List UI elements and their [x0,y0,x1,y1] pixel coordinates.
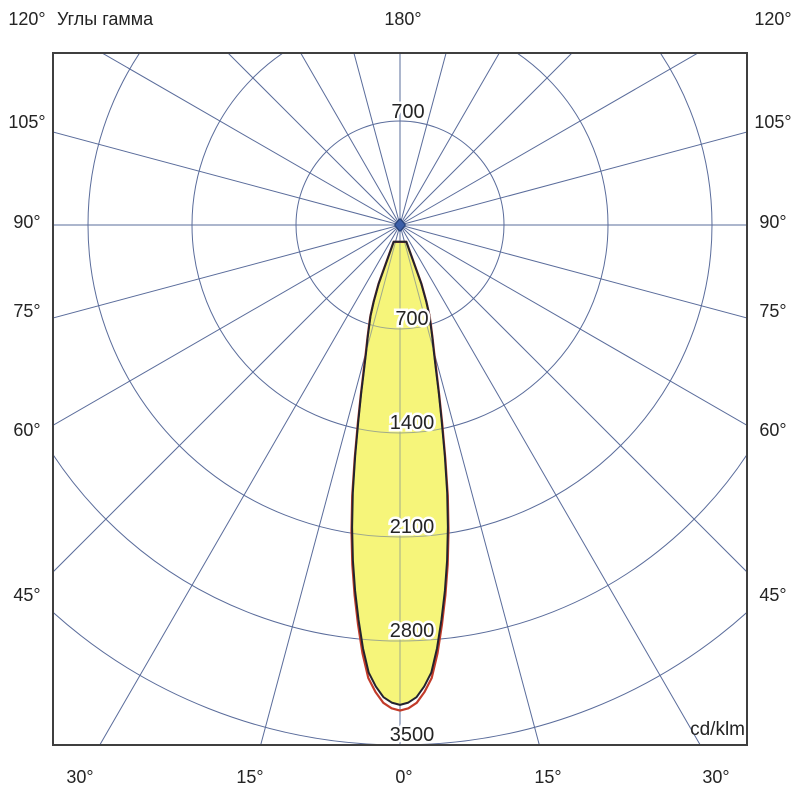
beam-main-outline [351,240,449,706]
radial-tick-label-700: 700 [395,308,428,330]
units-label: cd/klm [690,719,745,740]
radial-tick-label-700-upper: 700 [391,101,424,123]
radial-tick-label-2800: 2800 [390,620,435,642]
radial-tick-label-1400: 1400 [390,412,435,434]
polar-center-marker [393,217,407,233]
radial-tick-label-3500: 3500 [390,724,435,746]
radial-tick-label-2100: 2100 [390,516,435,538]
plot-border [52,52,748,746]
